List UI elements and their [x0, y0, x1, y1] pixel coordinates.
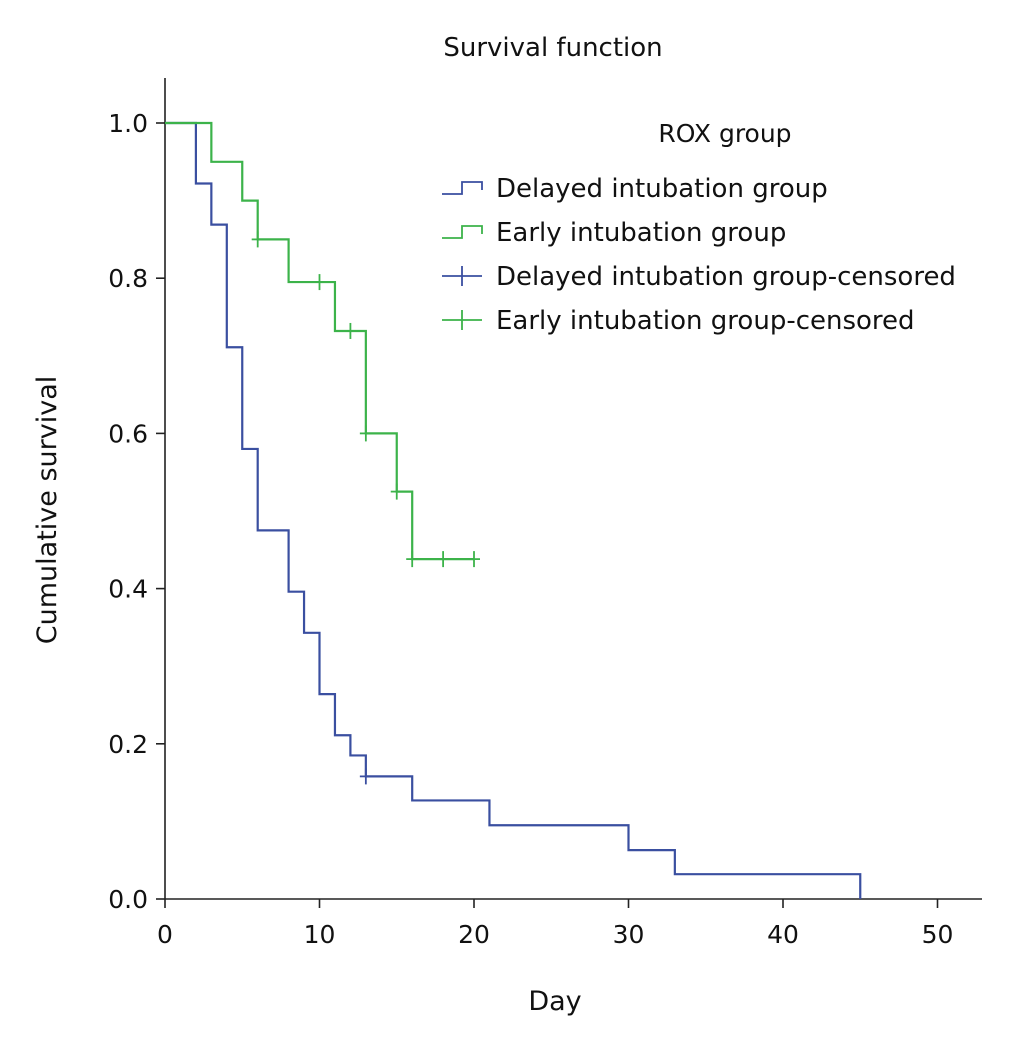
- legend-swatch-step: [442, 181, 483, 195]
- x-tick-label: 40: [767, 920, 799, 949]
- x-tick-label: 30: [613, 920, 645, 949]
- y-tick-label: 0.2: [108, 730, 148, 759]
- legend-entry: Delayed intubation group-censored: [442, 262, 956, 292]
- legend-entry: Early intubation group: [442, 218, 786, 248]
- legend-title: ROX group: [658, 119, 791, 148]
- x-tick-label: 0: [157, 920, 173, 949]
- y-tick-label: 0.0: [108, 885, 148, 914]
- x-tick-label: 50: [922, 920, 954, 949]
- y-axis-title: Cumulative survival: [32, 376, 63, 644]
- legend-swatch-step: [442, 225, 483, 239]
- x-tick-label: 10: [304, 920, 336, 949]
- series-line-delayed: [165, 121, 862, 899]
- legend-label: Delayed intubation group: [496, 174, 828, 204]
- y-tick-label: 0.4: [108, 575, 148, 604]
- x-tick-label: 20: [458, 920, 490, 949]
- y-axis-ticks: 0.0 0.2 0.4 0.6 0.8 1.0: [108, 109, 165, 914]
- legend: ROX group Delayed intubation group Early …: [442, 119, 956, 336]
- legend-label: Early intubation group: [496, 218, 786, 248]
- x-axis-title: Day: [528, 986, 581, 1017]
- x-axis-ticks: 0 10 20 30 40 50: [157, 899, 953, 949]
- y-tick-label: 0.6: [108, 419, 148, 448]
- legend-entries: Delayed intubation group Early intubation…: [442, 174, 956, 336]
- legend-label: Early intubation group-censored: [496, 306, 915, 336]
- y-tick-label: 1.0: [108, 109, 148, 138]
- legend-entry: Early intubation group-censored: [442, 306, 915, 336]
- series-layer: [165, 121, 862, 899]
- legend-label: Delayed intubation group-censored: [496, 262, 956, 292]
- chart-title: Survival function: [443, 33, 662, 63]
- legend-entry: Delayed intubation group: [442, 174, 828, 204]
- y-tick-label: 0.8: [108, 264, 148, 293]
